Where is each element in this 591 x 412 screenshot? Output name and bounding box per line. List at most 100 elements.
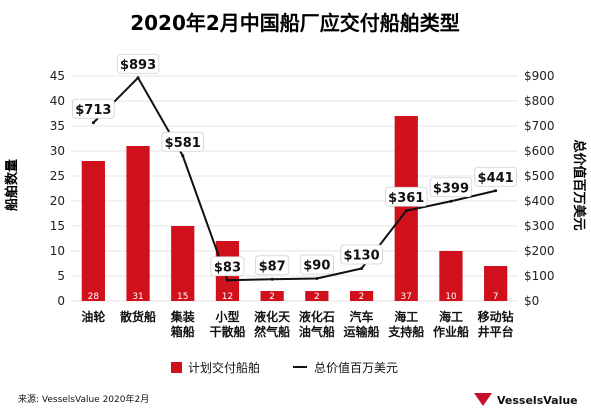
y-left-tick-label: 5 <box>57 269 65 283</box>
line-value-label: $893 <box>120 58 156 73</box>
line-value-label: $130 <box>343 249 379 264</box>
y-left-tick-label: 10 <box>50 244 65 258</box>
line-point <box>181 154 185 158</box>
source-note: 来源: VesselsValue 2020年2月 <box>18 393 149 405</box>
x-category-label: 海工支持船 <box>387 309 424 339</box>
line-value-callout: $399 <box>429 177 473 198</box>
bar-value-label: 10 <box>445 292 457 302</box>
legend-line-label: 总价值百万美元 <box>314 360 398 375</box>
line-value-callout: $361 <box>385 186 428 207</box>
line-value-label: $399 <box>433 181 469 196</box>
line-point <box>91 121 95 125</box>
line-value-label: $441 <box>478 171 514 186</box>
bar-value-label: 2 <box>359 292 365 302</box>
line-value-label: $90 <box>303 259 330 274</box>
bar-value-label: 2 <box>314 292 320 302</box>
callout-box <box>429 177 473 198</box>
y-right-tick-label: $600 <box>524 144 555 158</box>
bar-value-label: 15 <box>177 292 188 302</box>
bar <box>484 266 508 301</box>
y-left-tick-label: 45 <box>50 69 65 83</box>
y-right-tick-label: $400 <box>524 194 555 208</box>
x-category-label: 海工作业船 <box>433 309 469 339</box>
chart-title: 2020年2月中国船厂应交付船舶类型 <box>130 11 460 35</box>
line-point <box>270 277 274 281</box>
y-right-tick-label: $0 <box>524 294 539 308</box>
y-left-tick-label: 30 <box>50 144 65 158</box>
bar-value-label: 2 <box>269 292 275 302</box>
x-category-label: 油轮 <box>81 309 106 324</box>
callout-box <box>299 254 334 275</box>
bar <box>171 226 195 301</box>
bar-value-label: 31 <box>132 292 143 302</box>
line-value-callout: $90 <box>299 254 334 275</box>
line-value-callout: $130 <box>340 244 383 265</box>
bar <box>394 116 418 301</box>
bar <box>439 251 463 301</box>
legend-bar-swatch <box>171 362 182 373</box>
line-value-callout: $581 <box>161 131 204 152</box>
callout-box <box>72 98 115 119</box>
bar <box>349 291 374 301</box>
y-axis-right-title: 总价值百万美元 <box>571 139 587 230</box>
callout-box <box>474 166 517 187</box>
line-point <box>315 277 319 280</box>
bar-value-label: 37 <box>401 292 412 302</box>
y-left-tick-label: 40 <box>50 94 65 108</box>
x-category-label: 散货船 <box>120 309 156 324</box>
y-axis-right: $0 $100 $200 $300 $400 $500 $600 $700 $800 $900 <box>524 69 555 308</box>
line-value-label: $83 <box>214 260 241 275</box>
y-right-tick-label: $200 <box>524 244 555 258</box>
line-value-labels: $713 $893 $581 $83 $87 $90 $130 $361 $399 $441 <box>72 53 517 277</box>
x-category-label: 液化天然气船 <box>254 309 291 339</box>
line-path <box>92 76 496 282</box>
bar-value-label: 12 <box>222 292 233 302</box>
bar <box>305 291 329 301</box>
line-point <box>360 267 364 270</box>
y-right-tick-label: $700 <box>524 119 555 133</box>
y-axis-left: 0 5 10 15 20 25 30 35 40 45 <box>50 69 65 308</box>
line-point <box>494 189 498 193</box>
callout-box <box>116 53 160 74</box>
x-category-label: 集装箱船 <box>170 309 195 339</box>
brand-logo: VesselsValue <box>474 393 578 407</box>
callout-box <box>210 256 245 277</box>
line-series <box>91 76 498 282</box>
line-point <box>404 209 408 213</box>
callout-box <box>161 131 204 152</box>
bar <box>81 161 105 301</box>
bar-series: 28 31 15 12 2 2 2 37 10 7 <box>81 116 508 302</box>
y-right-tick-label: $800 <box>524 94 555 108</box>
line-value-label: $581 <box>165 136 201 151</box>
y-right-tick-label: $100 <box>524 269 555 283</box>
line-point <box>449 199 453 203</box>
y-axis-left-title: 船舶数量 <box>4 159 20 211</box>
line-point <box>225 278 229 282</box>
line-value-label: $87 <box>259 259 286 274</box>
line-value-callout: $441 <box>474 166 517 187</box>
line-value-label: $713 <box>75 103 111 118</box>
callout-box <box>255 255 290 276</box>
y-right-tick-label: $300 <box>524 219 555 233</box>
x-category-label: 小型干散船 <box>209 309 245 339</box>
legend: 计划交付船舶 总价值百万美元 <box>171 360 398 375</box>
y-left-tick-label: 0 <box>57 294 65 308</box>
line-value-callout: $87 <box>255 255 290 276</box>
line-value-callout: $713 <box>72 98 115 119</box>
callout-box <box>340 244 383 265</box>
bar-value-label: 7 <box>493 292 499 302</box>
line-value-callout: $893 <box>116 53 160 74</box>
y-left-tick-label: 25 <box>50 169 65 183</box>
bar-value-label: 28 <box>88 292 100 302</box>
y-right-tick-label: $500 <box>524 169 555 183</box>
x-category-label: 移动钻井平台 <box>478 309 514 339</box>
x-category-label: 液化石油气船 <box>299 309 335 339</box>
y-left-tick-label: 20 <box>50 194 65 208</box>
bar <box>260 291 284 301</box>
legend-bar-label: 计划交付船舶 <box>188 360 260 375</box>
brand-name: VesselsValue <box>497 394 578 407</box>
line-value-callout: $83 <box>210 256 245 277</box>
callout-box <box>385 186 428 207</box>
x-category-label: 汽车运输船 <box>344 309 380 339</box>
